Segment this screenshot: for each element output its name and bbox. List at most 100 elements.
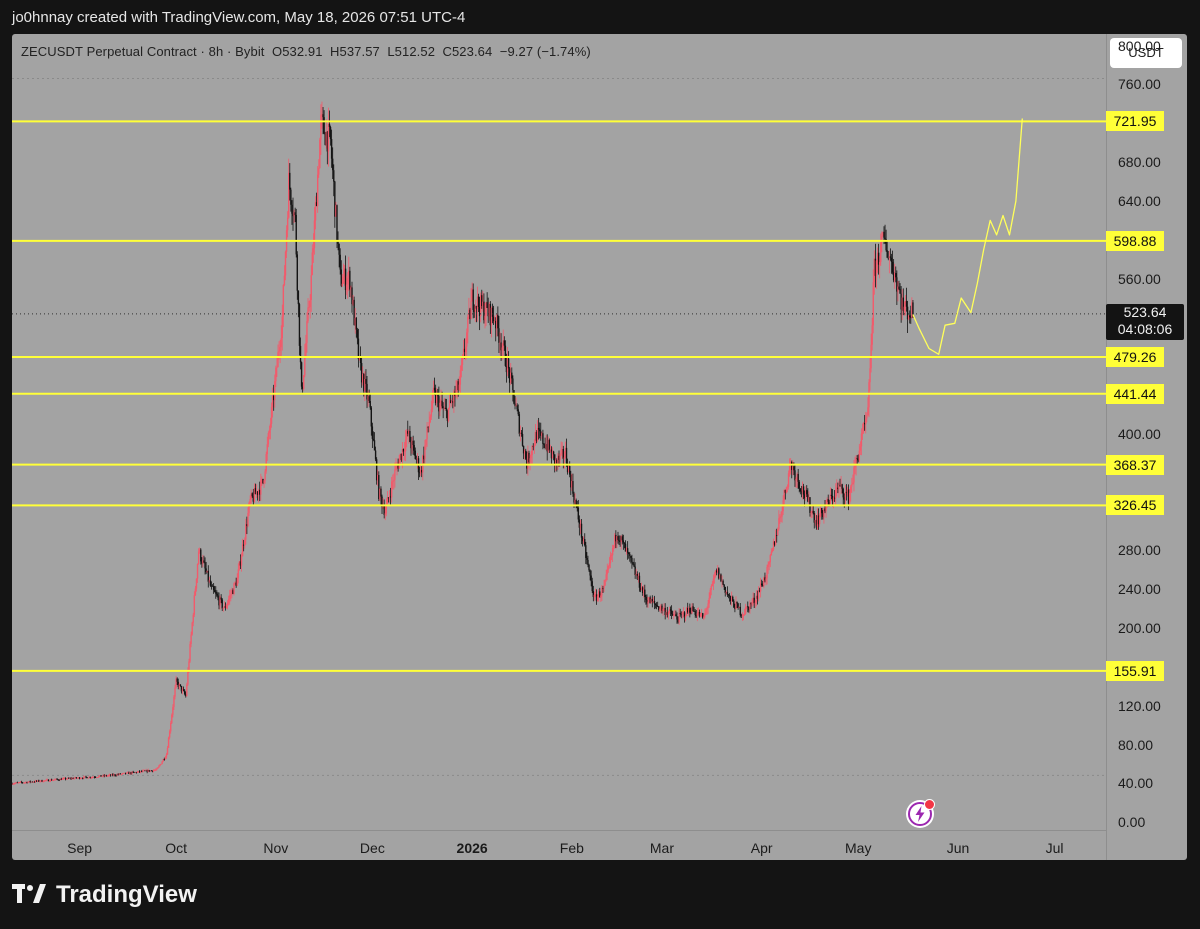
price-axis[interactable] xyxy=(1106,34,1187,860)
candle-body xyxy=(221,599,223,609)
candle-body xyxy=(237,569,240,579)
candle xyxy=(205,561,207,575)
time-tick-label: 2026 xyxy=(456,840,488,856)
candle-body xyxy=(501,347,503,351)
candle-body xyxy=(338,243,340,255)
candle-body xyxy=(854,465,856,468)
candle-body xyxy=(877,252,880,265)
candle-body xyxy=(33,781,36,783)
candle-body xyxy=(277,352,279,368)
candle xyxy=(83,775,85,780)
candle xyxy=(799,488,802,495)
candle-body xyxy=(851,484,853,487)
candle xyxy=(64,777,67,781)
candle-body xyxy=(203,560,205,563)
candle xyxy=(820,506,822,518)
candle-body xyxy=(875,260,878,276)
price-chart[interactable] xyxy=(12,34,1106,830)
candle-body xyxy=(173,696,175,708)
candle-body xyxy=(137,771,140,772)
candle-body xyxy=(704,613,706,617)
candle xyxy=(741,612,744,621)
candle-body xyxy=(291,204,293,214)
candle-body xyxy=(776,535,778,536)
candle xyxy=(785,486,788,494)
candle-body xyxy=(810,512,812,514)
close-value: 523.64 xyxy=(451,44,493,59)
candle xyxy=(380,486,382,505)
candle xyxy=(23,782,25,784)
candle xyxy=(531,445,533,464)
candle-body xyxy=(191,622,193,635)
candle-body xyxy=(86,777,88,779)
candle xyxy=(120,773,123,776)
candle-body xyxy=(335,205,337,217)
candle-body xyxy=(684,616,687,618)
candle xyxy=(304,343,306,378)
currency-button[interactable]: USDT xyxy=(1110,38,1182,68)
candle-body xyxy=(774,535,777,545)
candle-body xyxy=(84,776,86,778)
candle xyxy=(486,292,488,308)
candle xyxy=(632,561,634,566)
candle-body xyxy=(510,372,512,383)
candle xyxy=(141,769,143,773)
candle-body xyxy=(245,524,247,540)
candle xyxy=(98,775,100,778)
candle-body xyxy=(887,257,889,259)
candle xyxy=(860,428,863,456)
candle xyxy=(877,243,880,275)
candle xyxy=(881,231,883,253)
candle-body xyxy=(433,387,436,391)
candle xyxy=(513,389,515,405)
candle xyxy=(49,779,52,782)
candle xyxy=(859,441,862,456)
time-tick-label: May xyxy=(845,840,872,856)
candle-body xyxy=(801,486,804,493)
candle xyxy=(456,380,458,400)
candle xyxy=(156,767,158,771)
candle xyxy=(533,439,536,454)
candle xyxy=(197,548,200,565)
candle xyxy=(904,294,907,316)
candle-body xyxy=(146,770,148,772)
candle-body xyxy=(204,562,206,569)
candle xyxy=(262,478,264,485)
candle-body xyxy=(159,764,161,766)
candle xyxy=(709,588,711,599)
candle xyxy=(862,421,865,434)
candle xyxy=(149,770,152,772)
chart-frame[interactable]: ZECUSDT Perpetual Contract · 8h · Bybit … xyxy=(12,34,1187,860)
candle-body xyxy=(109,774,112,776)
open-value: 532.91 xyxy=(282,44,323,59)
candle-body xyxy=(784,490,787,493)
candle-body xyxy=(633,564,635,567)
candle xyxy=(163,757,166,761)
candle-body xyxy=(445,408,448,411)
candle xyxy=(781,505,783,523)
candle xyxy=(817,508,820,530)
candle-body xyxy=(404,439,407,452)
candle xyxy=(718,567,720,580)
candle-body xyxy=(783,490,785,501)
time-axis[interactable] xyxy=(12,830,1106,860)
candle-body xyxy=(629,554,631,556)
lightning-icon[interactable] xyxy=(906,799,935,828)
candle xyxy=(226,600,229,610)
candle-body xyxy=(90,777,93,779)
candle-body xyxy=(407,431,409,434)
candle-body xyxy=(30,781,33,783)
candle-body xyxy=(193,595,196,615)
candle-body xyxy=(442,406,444,409)
candle xyxy=(842,487,844,507)
candle-body xyxy=(872,282,874,326)
candle-body xyxy=(140,771,142,773)
candle-body xyxy=(362,374,364,383)
candle-body xyxy=(87,777,89,779)
candle xyxy=(604,579,606,586)
candle-body xyxy=(547,439,549,452)
candle-body xyxy=(269,423,272,430)
candle xyxy=(586,552,588,565)
candle-body xyxy=(170,723,172,732)
candle xyxy=(104,774,107,777)
